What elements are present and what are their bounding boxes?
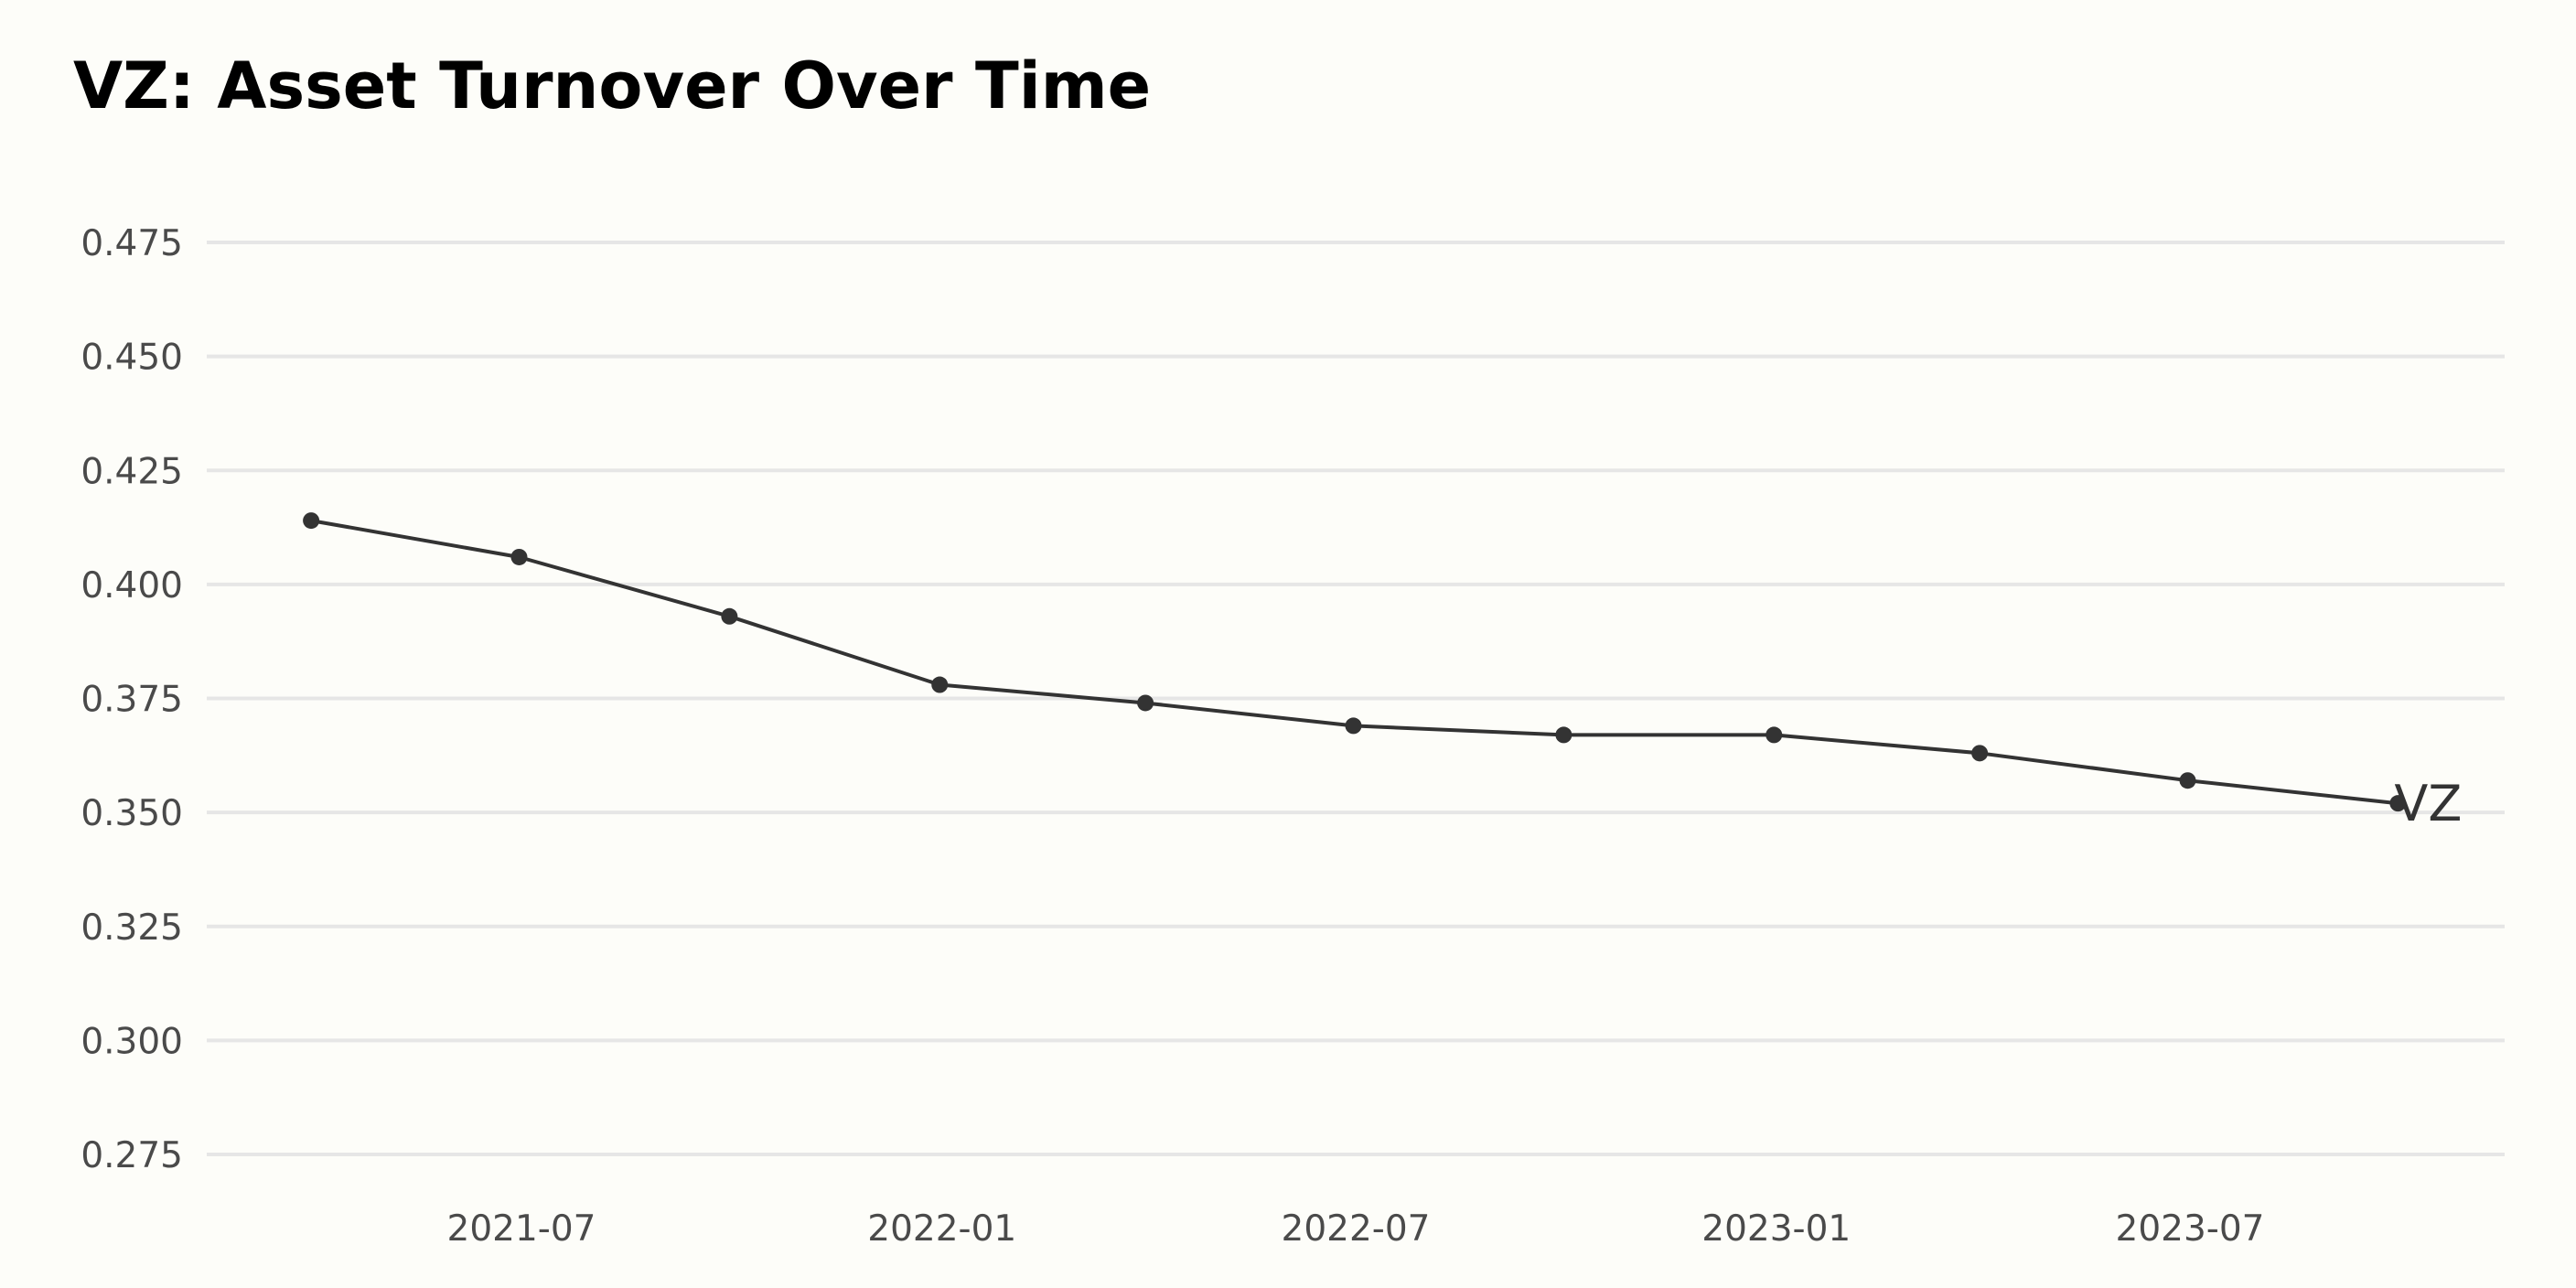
grid-lines (207, 241, 2505, 1156)
x-tick-label-3: 2023-01 (1701, 1208, 1851, 1250)
data-point-8 (1971, 745, 1989, 762)
data-point-2 (721, 607, 738, 625)
series-line-0 (310, 519, 2399, 806)
x-tick-label-2: 2022-07 (1282, 1208, 1431, 1250)
series-layer: VZ (303, 512, 2462, 832)
data-point-7 (1766, 726, 1783, 744)
y-tick-label-4: 0.375 (80, 680, 183, 721)
data-point-0 (303, 512, 320, 530)
x-axis-ticks: 2021-07 2022-01 2022-07 2023-01 2023-07 (447, 1208, 2265, 1250)
chart-title: VZ: Asset Turnover Over Time (73, 48, 1151, 123)
data-point-5 (1345, 717, 1362, 735)
x-tick-label-4: 2023-07 (2116, 1208, 2265, 1250)
y-tick-label-2: 0.325 (80, 907, 183, 949)
y-tick-label-3: 0.350 (80, 793, 183, 834)
series-end-label: VZ (2394, 775, 2462, 832)
y-tick-label-1: 0.300 (80, 1021, 183, 1062)
y-tick-label-0: 0.275 (80, 1135, 183, 1176)
y-tick-label-7: 0.450 (80, 338, 183, 379)
x-tick-label-1: 2022-01 (867, 1208, 1016, 1250)
data-point-4 (1137, 694, 1154, 712)
data-point-1 (510, 548, 528, 565)
y-tick-label-6: 0.425 (80, 451, 183, 492)
data-point-6 (1555, 726, 1572, 744)
data-point-3 (931, 676, 949, 693)
data-point-9 (2179, 772, 2196, 789)
y-axis-ticks: 0.275 0.300 0.325 0.350 0.375 0.400 0.425 0.450… (80, 223, 183, 1176)
y-tick-label-5: 0.400 (80, 565, 183, 606)
x-tick-label-0: 2021-07 (447, 1208, 596, 1250)
data-point-10 (2389, 795, 2407, 812)
y-tick-label-8: 0.475 (80, 223, 183, 264)
